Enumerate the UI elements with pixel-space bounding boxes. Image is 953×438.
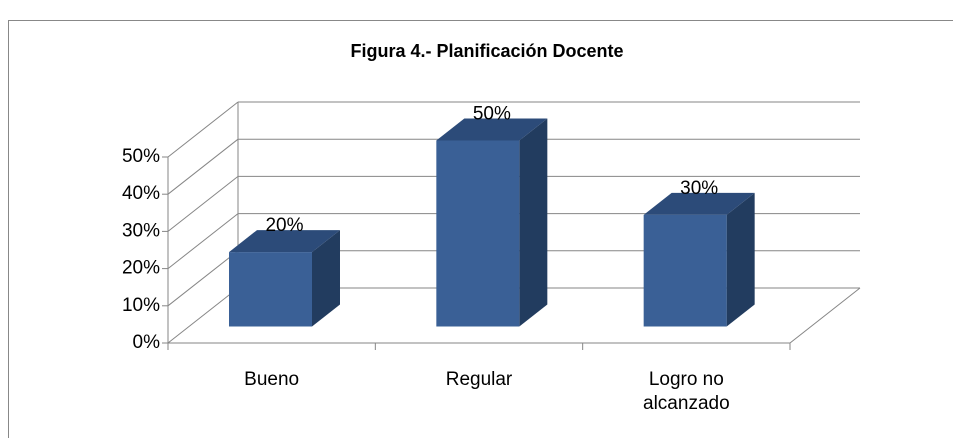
x-tick-label: Logro no alcanzado [643, 369, 730, 414]
y-tick-label: 0% [133, 332, 161, 353]
data-label: 50% [473, 104, 511, 125]
bar [229, 252, 312, 327]
y-tick-label: 20% [122, 258, 160, 279]
y-tick-label: 30% [122, 220, 160, 241]
grid-line [167, 213, 239, 269]
grid-line [167, 250, 239, 307]
y-tick-label: 40% [122, 183, 160, 204]
bar [643, 214, 727, 327]
x-tick-label: Regular [445, 369, 513, 390]
chart-title: Figura 4.- Planificación Docente [350, 41, 623, 61]
grid-line [167, 176, 239, 232]
bar-side [519, 118, 548, 327]
grid-line [167, 101, 239, 158]
bar-side [726, 192, 755, 327]
bar-top [229, 230, 340, 253]
grid-line [167, 138, 239, 195]
y-tick-label: 50% [122, 146, 160, 167]
grid-line [167, 287, 239, 344]
bar-top [643, 192, 755, 215]
data-label: 30% [680, 178, 718, 199]
bar-side [312, 230, 340, 327]
bar-top [436, 118, 548, 141]
x-tick-label: Bueno [244, 369, 300, 390]
data-label: 20% [265, 215, 303, 236]
y-tick-label: 10% [122, 295, 160, 316]
bar [436, 140, 520, 327]
